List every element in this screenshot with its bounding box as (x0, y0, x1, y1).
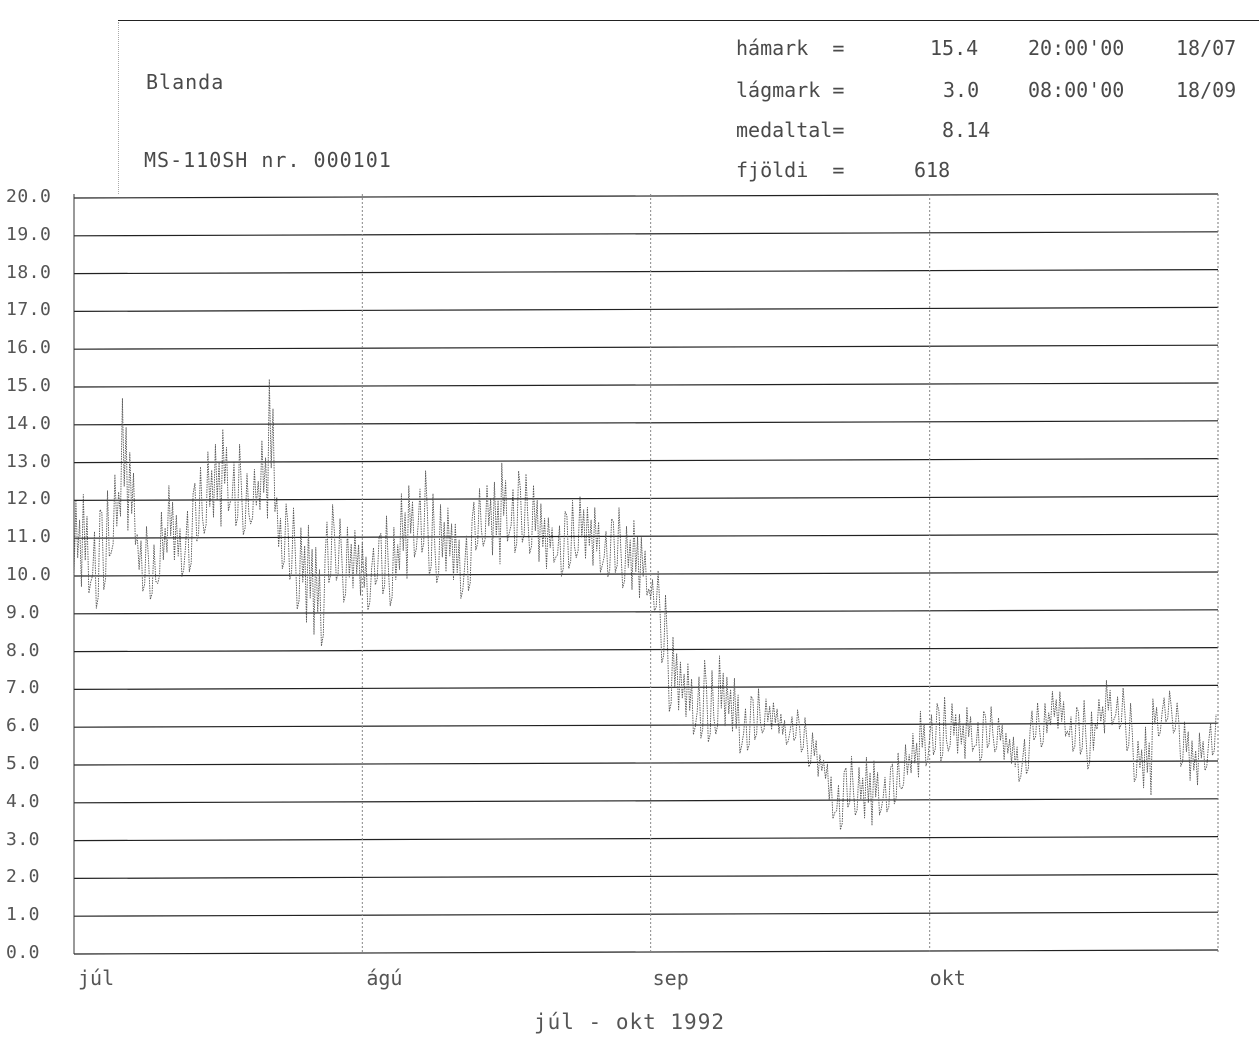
stat-date-max: 18/07 (1176, 36, 1237, 60)
station-name: Blanda (146, 70, 225, 94)
gridline-y-20 (73, 949, 1219, 955)
y-tick-label: 17.0 (6, 299, 52, 321)
gridline-y-17 (73, 835, 1219, 842)
header-top-rule (118, 20, 1259, 21)
y-tick-label: 7.0 (6, 677, 41, 699)
gridline-y-8 (73, 495, 1219, 501)
device-id: MS-110SH nr. 000101 (144, 148, 392, 172)
stat-label-count: fjöldi = (736, 158, 845, 182)
x-tick-label: júl (78, 966, 115, 990)
y-tick-label: 12.0 (6, 488, 52, 510)
y-tick-label: 11.0 (6, 526, 52, 548)
y-tick-label: 9.0 (6, 601, 41, 623)
y-tick-label: 1.0 (6, 904, 41, 926)
gridline-y-3 (73, 306, 1219, 312)
series-line-0 (73, 378, 1217, 831)
y-tick-label: 14.0 (6, 412, 52, 434)
stat-label-mean: medaltal= (736, 118, 845, 142)
gridline-y-7 (73, 458, 1219, 464)
y-tick-label: 18.0 (6, 261, 52, 283)
gridline-y-19 (73, 911, 1219, 917)
gridline-y-6 (73, 420, 1219, 426)
x-tick-label: ágú (366, 966, 403, 990)
y-tick-label: 20.0 (6, 186, 52, 207)
y-tick-label: 6.0 (6, 715, 41, 737)
gridline-y-16 (73, 798, 1219, 804)
stat-time-min: 08:00'00 (1028, 78, 1125, 102)
gridline-y-1 (73, 231, 1219, 237)
y-tick-label: 10.0 (6, 564, 52, 585)
y-tick-label: 5.0 (6, 753, 41, 774)
y-tick-label: 8.0 (6, 639, 41, 661)
y-tick-label: 15.0 (6, 375, 52, 396)
x-axis-title: júl - okt 1992 (533, 1010, 725, 1034)
y-tick-label: 2.0 (6, 866, 41, 888)
gridline-y-12 (73, 646, 1219, 653)
gridline-y-2 (73, 269, 1219, 275)
y-tick-label: 19.0 (6, 223, 52, 245)
gridline-y-11 (73, 609, 1219, 615)
stat-value-min: 3.0 (943, 78, 980, 102)
stat-value-max: 15.4 (930, 36, 979, 60)
stat-date-min: 18/09 (1176, 78, 1237, 102)
gridline-y-14 (73, 722, 1219, 728)
y-tick-label: 3.0 (6, 828, 41, 850)
header-left-border (118, 22, 119, 194)
y-tick-label: 0.0 (6, 942, 41, 963)
stat-value-count: 618 (914, 158, 951, 182)
stat-value-mean: 8.14 (942, 118, 991, 142)
gridline-y-0 (73, 193, 1219, 199)
stat-label-max: hámark = (736, 36, 845, 60)
stat-time-max: 20:00'00 (1028, 36, 1125, 60)
gridline-y-9 (73, 533, 1219, 539)
y-tick-label: 4.0 (6, 790, 41, 812)
gridline-y-18 (73, 873, 1219, 880)
gridline-y-4 (73, 344, 1219, 350)
gridline-y-13 (73, 684, 1219, 691)
y-tick-label: 13.0 (6, 450, 52, 472)
x-tick-label: okt (929, 966, 966, 990)
gridline-y-5 (73, 382, 1219, 388)
stat-label-min: lágmark = (736, 78, 845, 102)
gridline-y-15 (73, 760, 1219, 766)
x-tick-label: sep (652, 966, 689, 990)
y-tick-label: 16.0 (6, 337, 52, 359)
